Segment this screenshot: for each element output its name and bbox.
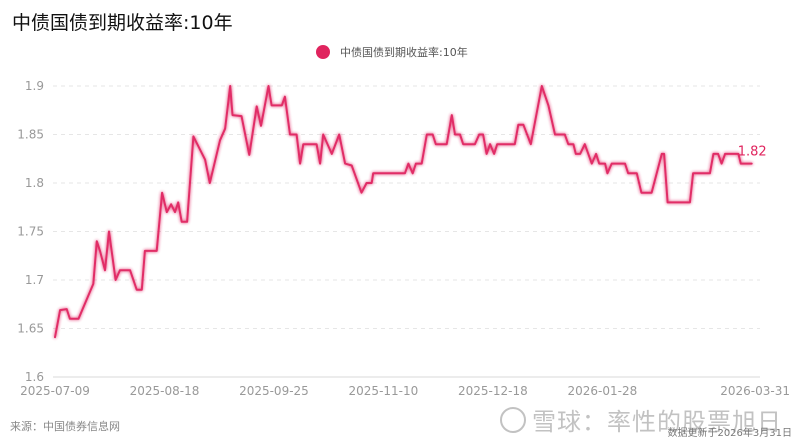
data-source: 来源：中国债券信息网 <box>10 420 120 433</box>
legend-marker-icon <box>316 45 330 59</box>
x-tick-label: 2025-09-25 <box>239 384 309 398</box>
legend[interactable]: 中债国债到期收益率:10年 <box>316 44 468 60</box>
watermark-text: 雪球：率性的股票旭日 <box>532 408 782 436</box>
x-tick-label: 2025-07-09 <box>20 384 90 398</box>
watermark: 雪球：率性的股票旭日 <box>500 402 782 437</box>
y-tick-label: 1.9 <box>25 79 44 93</box>
y-tick-label: 1.6 <box>25 370 44 384</box>
last-value-label: 1.82 <box>738 145 767 160</box>
update-time: 数据更新于2026年3月31日 <box>667 428 792 439</box>
x-tick-label: 2026-03-31 <box>720 384 790 398</box>
x-tick-label: 2025-12-18 <box>458 384 528 398</box>
x-tick-label: 2025-08-18 <box>130 384 200 398</box>
legend-label: 中债国债到期收益率:10年 <box>340 46 468 59</box>
series-line <box>54 85 753 339</box>
y-tick-label: 1.7 <box>25 273 44 287</box>
y-tick-label: 1.65 <box>17 322 44 336</box>
y-tick-label: 1.85 <box>17 128 44 142</box>
x-tick-label: 2026-01-28 <box>567 384 637 398</box>
y-tick-label: 1.75 <box>17 225 44 239</box>
chart-title: 中债国债到期收益率:10年 <box>12 12 233 34</box>
snowball-logo-icon <box>500 406 526 433</box>
x-tick-label: 2025-11-10 <box>349 384 419 398</box>
y-tick-label: 1.8 <box>25 176 44 190</box>
